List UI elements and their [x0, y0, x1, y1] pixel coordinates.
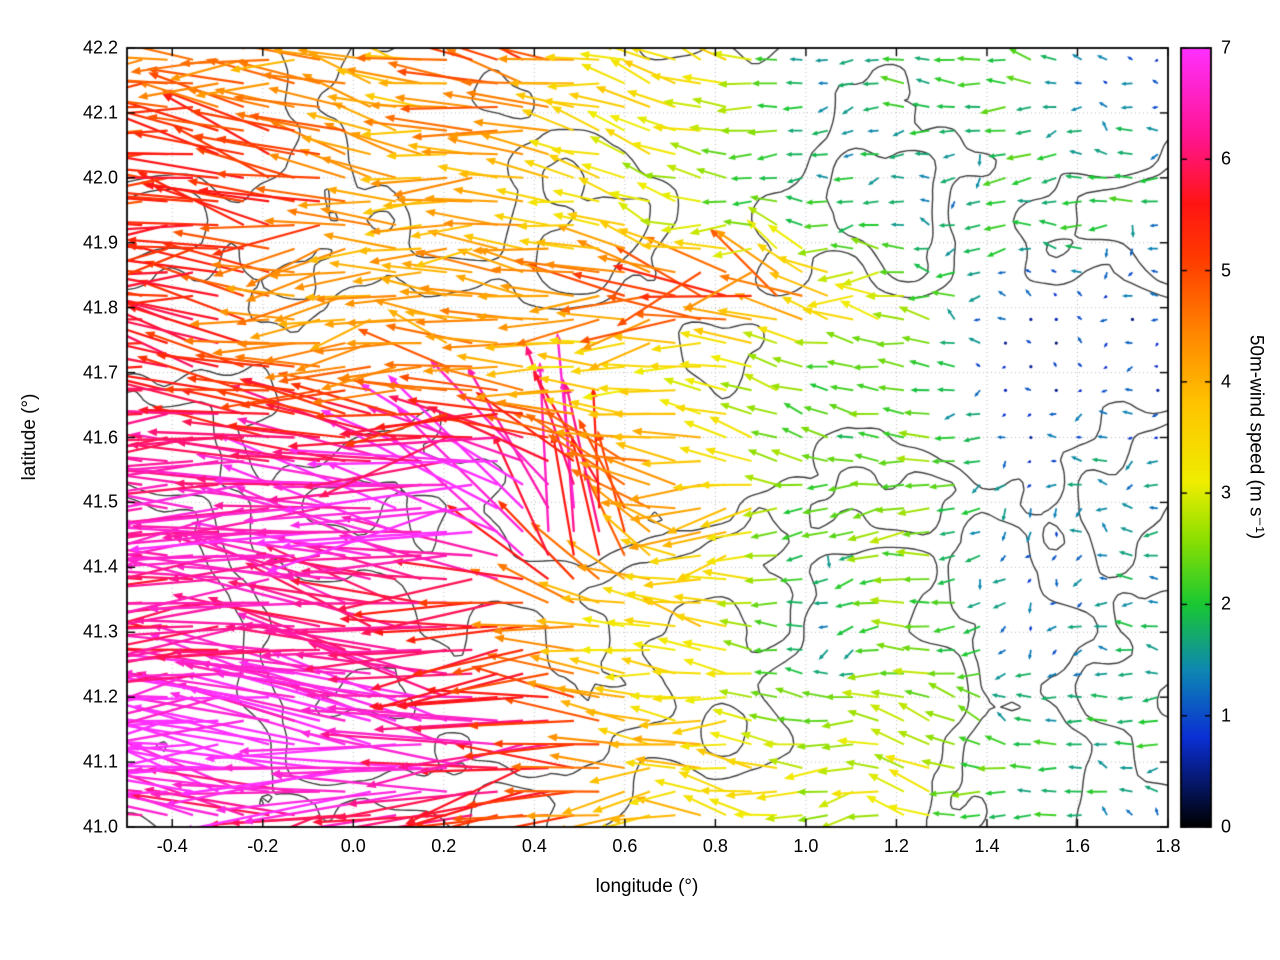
- y-tick-label: 41.1: [82, 751, 118, 772]
- x-tick-label: 1.6: [1064, 836, 1090, 856]
- colorbar-tick-label: 6: [1221, 148, 1232, 169]
- x-tick-label: 1.4: [974, 836, 1000, 856]
- colorbar-tick-label: 2: [1221, 593, 1232, 614]
- y-tick-label: 41.0: [82, 816, 118, 837]
- y-tick-label: 41.3: [82, 621, 118, 642]
- x-tick-label: 1.0: [793, 836, 819, 856]
- y-tick-label: 41.8: [82, 297, 118, 318]
- x-axis-title: longitude (°): [595, 876, 699, 897]
- x-tick-label: 0.4: [521, 836, 547, 856]
- x-tick-label: 0.2: [431, 836, 457, 856]
- x-tick-label: 1.2: [883, 836, 909, 856]
- x-tick-label: 0.8: [702, 836, 728, 856]
- colorbar-tick-label: 4: [1221, 371, 1232, 392]
- y-tick-label: 41.5: [82, 491, 118, 512]
- y-tick-label: 41.6: [82, 427, 118, 447]
- colorbar-title: 50m-wind speed (m s⁻¹): [1245, 334, 1267, 540]
- y-tick-label: 42.0: [82, 167, 118, 188]
- y-tick-label: 42.2: [82, 37, 118, 58]
- y-tick-label: 42.1: [82, 102, 118, 123]
- colorbar-tick-label: 0: [1221, 816, 1232, 837]
- y-tick-label: 41.2: [82, 686, 118, 707]
- y-tick-label: 41.4: [82, 556, 118, 577]
- x-tick-label: 0.6: [612, 836, 638, 856]
- colorbar-tick-label: 3: [1221, 482, 1232, 503]
- colorbar-tick-label: 5: [1221, 260, 1232, 281]
- y-tick-label: 41.7: [82, 362, 118, 383]
- colorbar-tick-label: 7: [1221, 37, 1232, 58]
- x-tick-label: 1.8: [1155, 836, 1181, 856]
- y-tick-label: 41.9: [82, 232, 118, 253]
- x-tick-label: -0.2: [247, 836, 279, 856]
- x-tick-label: 0.0: [340, 836, 366, 856]
- x-tick-label: -0.4: [156, 836, 188, 856]
- y-axis-title: latitude (°): [19, 393, 40, 481]
- colorbar-tick-label: 1: [1221, 705, 1232, 726]
